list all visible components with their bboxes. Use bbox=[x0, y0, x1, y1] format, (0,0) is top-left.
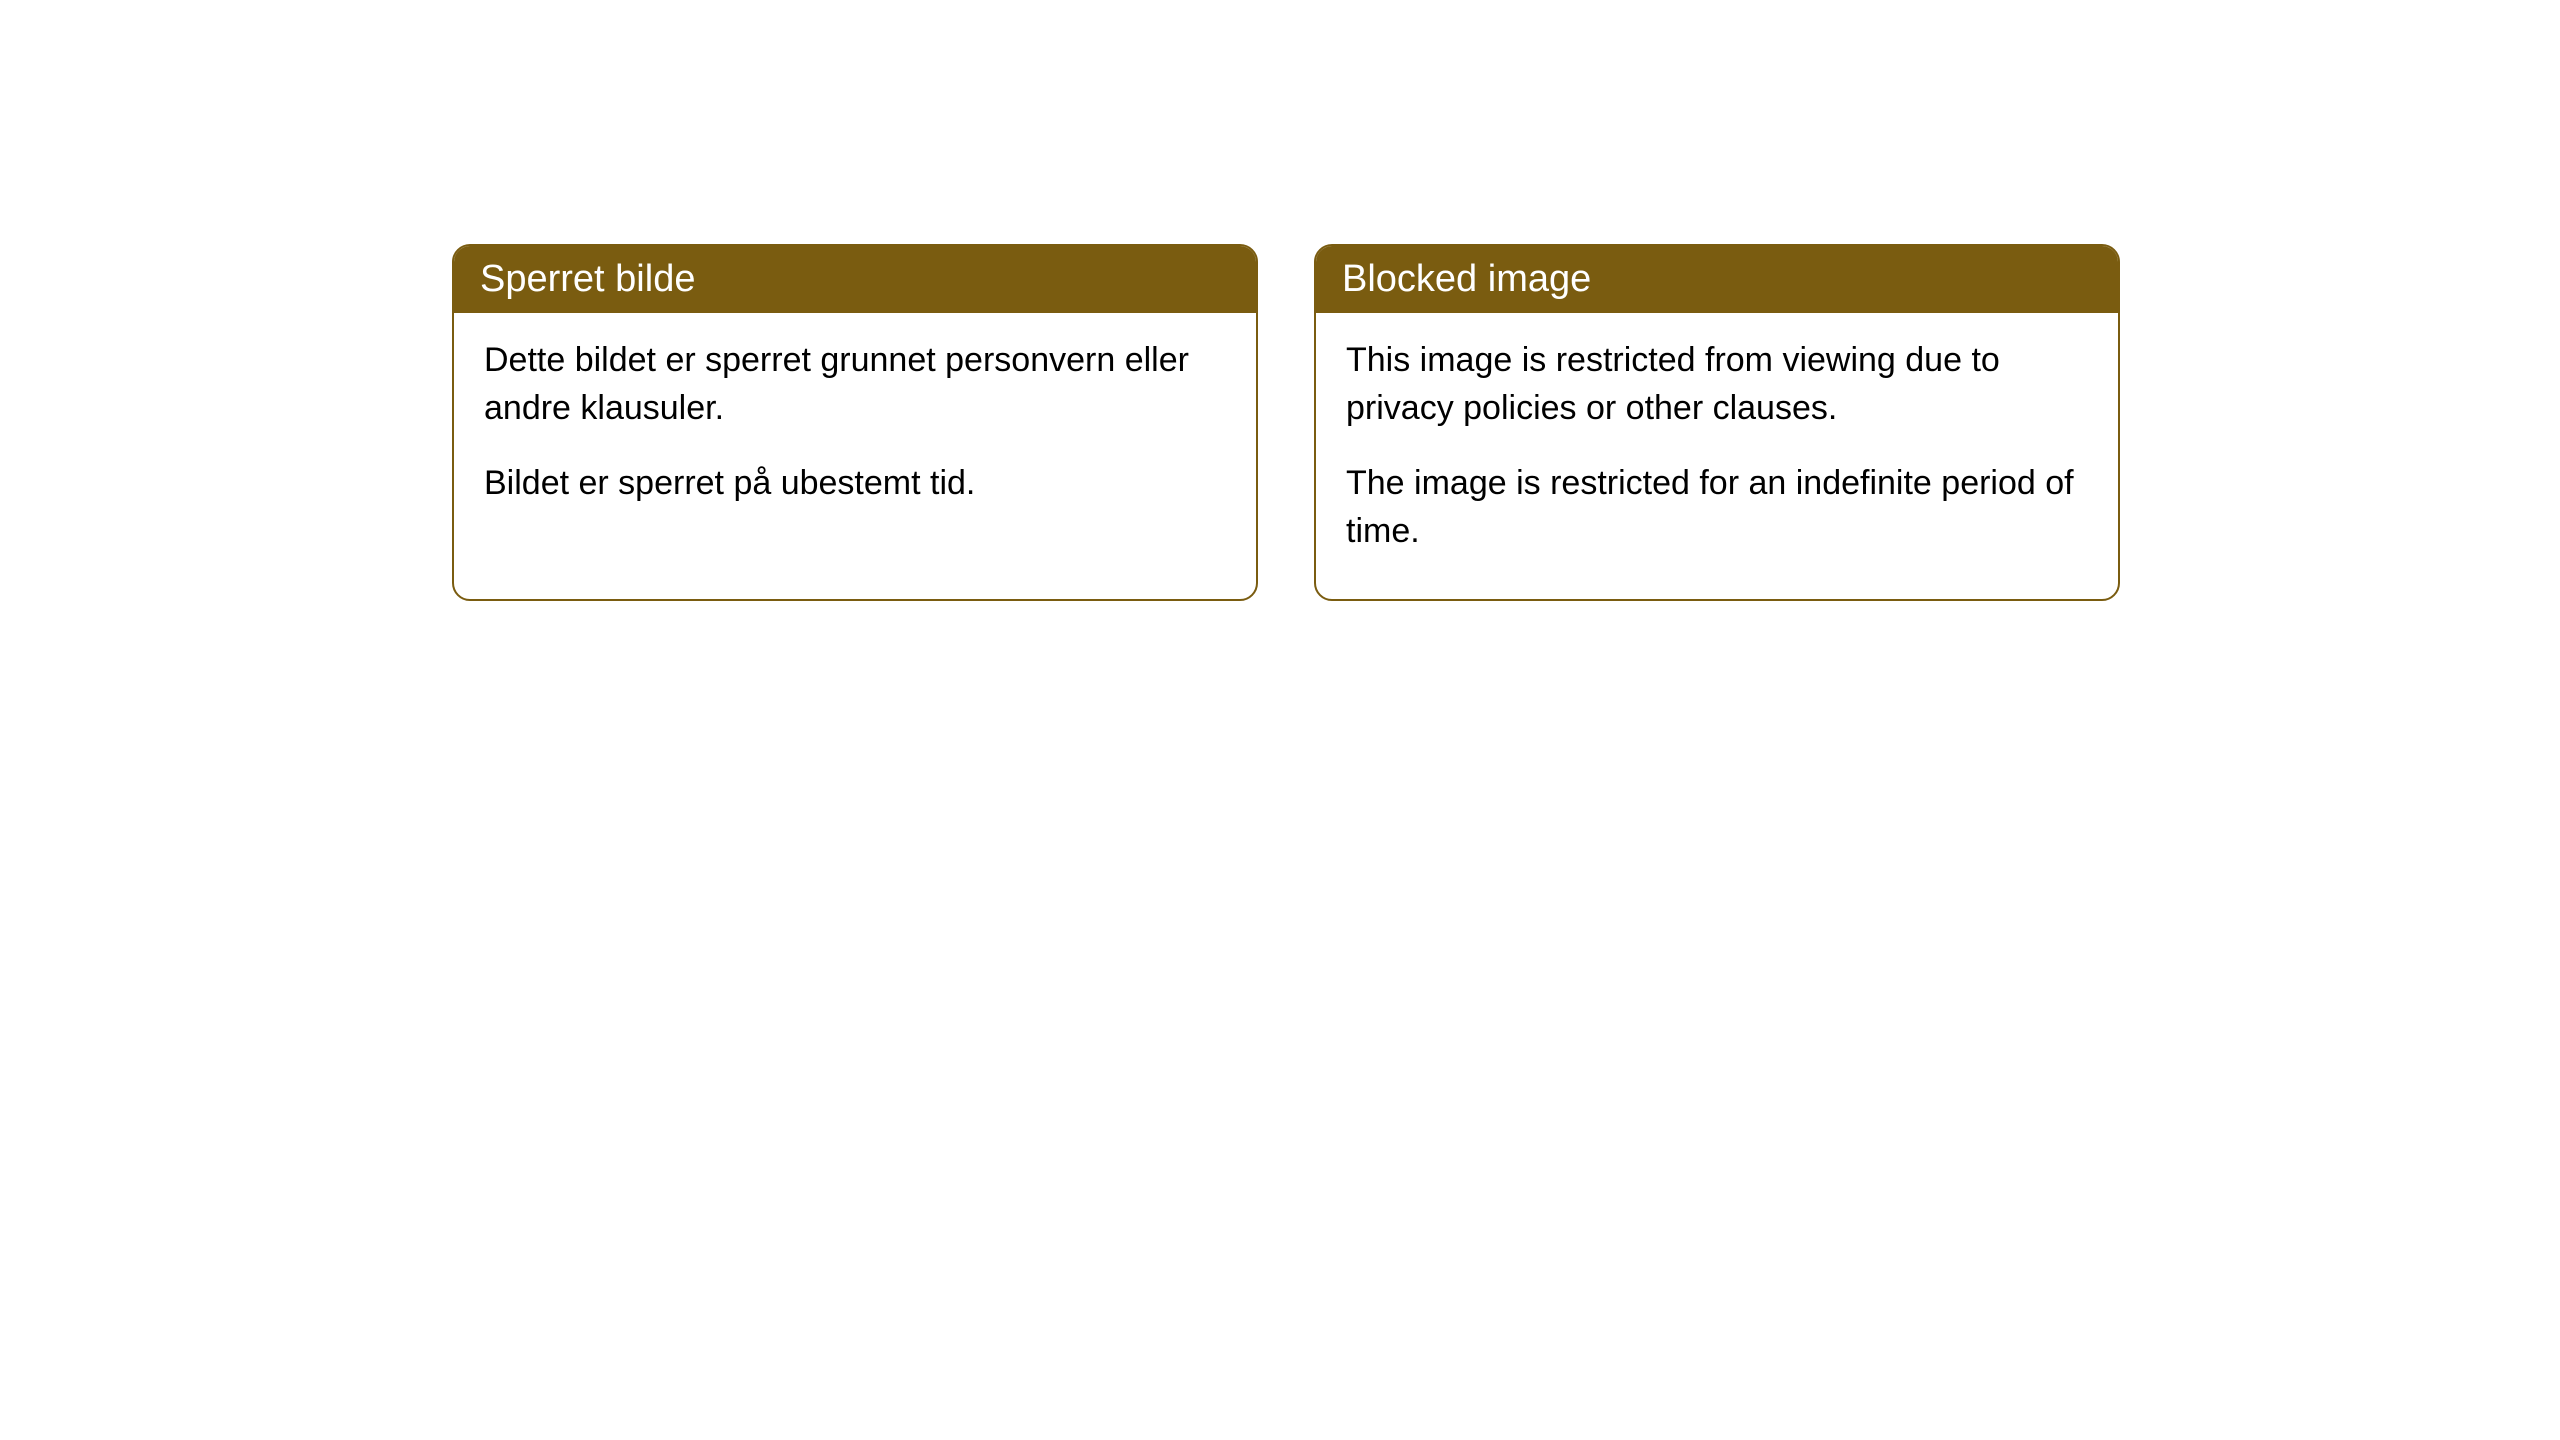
blocked-image-card-norwegian: Sperret bilde Dette bildet er sperret gr… bbox=[452, 244, 1258, 601]
card-paragraph-2-english: The image is restricted for an indefinit… bbox=[1346, 460, 2088, 555]
card-paragraph-2-norwegian: Bildet er sperret på ubestemt tid. bbox=[484, 460, 1226, 508]
card-header-norwegian: Sperret bilde bbox=[454, 246, 1256, 313]
card-body-english: This image is restricted from viewing du… bbox=[1316, 313, 2118, 599]
notice-cards-container: Sperret bilde Dette bildet er sperret gr… bbox=[0, 0, 2560, 601]
card-paragraph-1-norwegian: Dette bildet er sperret grunnet personve… bbox=[484, 337, 1226, 432]
blocked-image-card-english: Blocked image This image is restricted f… bbox=[1314, 244, 2120, 601]
card-body-norwegian: Dette bildet er sperret grunnet personve… bbox=[454, 313, 1256, 552]
card-paragraph-1-english: This image is restricted from viewing du… bbox=[1346, 337, 2088, 432]
card-header-english: Blocked image bbox=[1316, 246, 2118, 313]
